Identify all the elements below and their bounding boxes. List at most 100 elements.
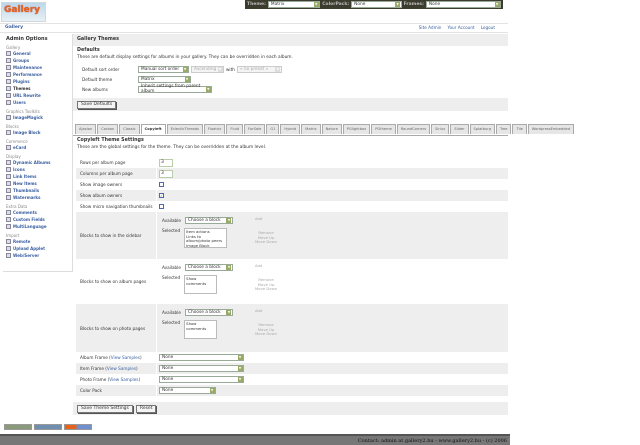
color-pack-select[interactable]: None ▼: [159, 387, 216, 394]
tab-eclecticthreads[interactable]: EclecticThreads: [166, 124, 203, 134]
selected-blocks-list[interactable]: Show comments: [184, 275, 218, 294]
theme-select[interactable]: Matrix ▼: [267, 1, 321, 8]
selected-blocks-list[interactable]: Item actions Links to album/photo peers Im…: [184, 228, 228, 248]
rows-per-page-input[interactable]: 3: [159, 158, 173, 167]
item-frame-select[interactable]: None ▼: [159, 365, 244, 372]
tab-carbon[interactable]: Carbon: [97, 124, 119, 134]
move-up-button[interactable]: Move Up: [257, 326, 275, 332]
tab-fluid[interactable]: Fluid: [226, 124, 244, 134]
image-owners-checkbox[interactable]: [159, 182, 164, 187]
sidebar-item-ecard[interactable]: eCard: [6, 144, 69, 151]
your-account-link[interactable]: Your Account: [447, 25, 475, 30]
tab-tile[interactable]: Tile: [512, 124, 527, 134]
tab-floatrix[interactable]: Floatrix: [203, 124, 226, 134]
sort-order-select[interactable]: Manual sort order ▼: [138, 65, 189, 73]
tab-roundcorners[interactable]: RoundCorners: [396, 124, 431, 134]
sidebar-item-icons[interactable]: Icons: [6, 166, 69, 173]
logout-link[interactable]: Logout: [480, 25, 495, 30]
sidebar-item-link-items[interactable]: Link Items: [6, 173, 69, 180]
sidebar-item-remote[interactable]: Remote: [6, 238, 69, 245]
sidebar-item-dynamic-albums[interactable]: Dynamic Albums: [6, 159, 69, 166]
sidebar-item-imagemagick[interactable]: ImageMagick: [6, 114, 69, 121]
add-button[interactable]: Add: [255, 308, 263, 313]
frames-select[interactable]: None ▼: [425, 1, 501, 8]
remove-button[interactable]: Remove: [258, 230, 274, 235]
help-badge[interactable]: [64, 424, 92, 430]
sidebar-item-thumbnails[interactable]: Thumbnails: [6, 187, 69, 194]
sidebar-item-watermarks[interactable]: Watermarks: [6, 194, 69, 201]
sidebar-item-new-items[interactable]: New Items: [6, 180, 69, 187]
selected-block-item[interactable]: Links to album/photo peers: [186, 233, 223, 244]
sidebar-item-url-rewrite[interactable]: URL Rewrite: [6, 92, 69, 99]
sidebar-item-comments[interactable]: Comments: [6, 209, 69, 216]
selected-block-item[interactable]: Show comments: [186, 321, 207, 331]
available-block-select[interactable]: Choose a block ▼: [184, 217, 233, 224]
tab-pgtheme[interactable]: PGtheme: [371, 124, 396, 134]
tab-ajaxian[interactable]: Ajaxian: [75, 124, 97, 134]
selected-block-item[interactable]: Item actions: [186, 229, 210, 234]
add-button[interactable]: Add: [255, 263, 263, 268]
sidebar-item-users[interactable]: Users: [6, 99, 69, 106]
tab-pglightbox[interactable]: PGlightbox: [342, 124, 371, 134]
tab-g1[interactable]: G1: [266, 124, 280, 134]
tab-matrix[interactable]: Matrix: [301, 124, 321, 134]
sort-preset-select[interactable]: « no preset » ▼: [236, 65, 282, 73]
move-down-button[interactable]: Move Down: [255, 331, 278, 336]
tab-slider[interactable]: Slider: [450, 124, 469, 134]
remove-button[interactable]: Remove: [258, 277, 274, 282]
selected-block-item[interactable]: Image Block: [186, 242, 210, 248]
gallery-logo[interactable]: Gallery: [1, 2, 46, 22]
w3c-badge[interactable]: [4, 424, 32, 430]
move-up-button[interactable]: Move Up: [257, 281, 275, 287]
gallery-badge[interactable]: [34, 424, 62, 430]
sort-direction-select[interactable]: Ascending ▼: [191, 65, 224, 73]
cols-per-page-input[interactable]: 3: [159, 169, 173, 178]
tab-forsale[interactable]: ForSale: [244, 124, 266, 134]
move-up-button[interactable]: Move Up: [257, 234, 275, 240]
site-admin-link[interactable]: Site Admin: [418, 25, 442, 30]
view-samples-link[interactable]: View Samples: [110, 355, 140, 360]
save-defaults-button[interactable]: Save Defaults: [77, 100, 117, 109]
sidebar-item-plugins[interactable]: Plugins: [6, 78, 69, 85]
view-samples-link[interactable]: View Samples: [106, 366, 137, 371]
available-block-select[interactable]: Choose a block ▼: [184, 264, 233, 271]
default-theme-select[interactable]: Matrix ▼: [138, 75, 191, 83]
tab-classic[interactable]: Classic: [119, 124, 140, 134]
photo-frame-select[interactable]: None ▼: [159, 376, 244, 383]
tab-wordpressembedded[interactable]: WordpressEmbedded: [527, 124, 574, 134]
sidebar-item-upload-applet[interactable]: Upload Applet: [6, 245, 69, 252]
sidebar-item-groups[interactable]: Groups: [6, 57, 69, 64]
sidebar-item-custom-fields[interactable]: Custom Fields: [6, 216, 69, 223]
add-button[interactable]: Add: [255, 216, 263, 221]
breadcrumb-gallery[interactable]: Gallery: [5, 25, 24, 30]
tab-tree[interactable]: Tree: [495, 124, 512, 134]
save-theme-settings-button[interactable]: Save Theme Settings: [77, 404, 133, 413]
remove-button[interactable]: Remove: [258, 322, 274, 327]
selected-blocks-list[interactable]: Show comments: [184, 320, 218, 339]
tab-siriux[interactable]: Siriux: [431, 124, 450, 134]
tab-hybrid[interactable]: Hybrid: [280, 124, 301, 134]
move-down-button[interactable]: Move Down: [255, 286, 278, 291]
sidebar-item-image-block[interactable]: Image Block: [6, 129, 69, 136]
tab-copyleft[interactable]: Copyleft: [140, 124, 166, 134]
reset-button[interactable]: Reset: [135, 404, 157, 413]
sidebar-group-commerce: Commerce: [6, 139, 28, 144]
sidebar-item-web-server[interactable]: Web/Server: [6, 252, 69, 259]
move-down-button[interactable]: Move Down: [255, 239, 278, 244]
sidebar-item-maintenance[interactable]: Maintenance: [6, 64, 69, 71]
tab-nature[interactable]: Nature: [321, 124, 342, 134]
new-albums-select[interactable]: Inherit settings from parent album ▼: [138, 84, 212, 94]
tab-splatburg[interactable]: Splatburg: [469, 124, 495, 134]
selected-block-item[interactable]: Show comments: [186, 276, 207, 286]
album-owners-checkbox[interactable]: ✓: [159, 193, 164, 198]
micro-thumbs-checkbox[interactable]: [159, 204, 164, 209]
view-samples-link[interactable]: View Samples: [109, 377, 139, 382]
album-frame-select[interactable]: None ▼: [159, 354, 244, 361]
icons-icon: [6, 167, 11, 172]
colorpack-select[interactable]: None ▼: [351, 1, 402, 8]
sidebar-item-general[interactable]: General: [6, 50, 69, 57]
sidebar-item-themes[interactable]: Themes: [6, 85, 69, 92]
sidebar-item-multilanguage[interactable]: MultiLanguage: [6, 223, 69, 230]
sidebar-item-performance[interactable]: Performance: [6, 71, 69, 78]
available-block-select[interactable]: Choose a block ▼: [184, 309, 233, 316]
